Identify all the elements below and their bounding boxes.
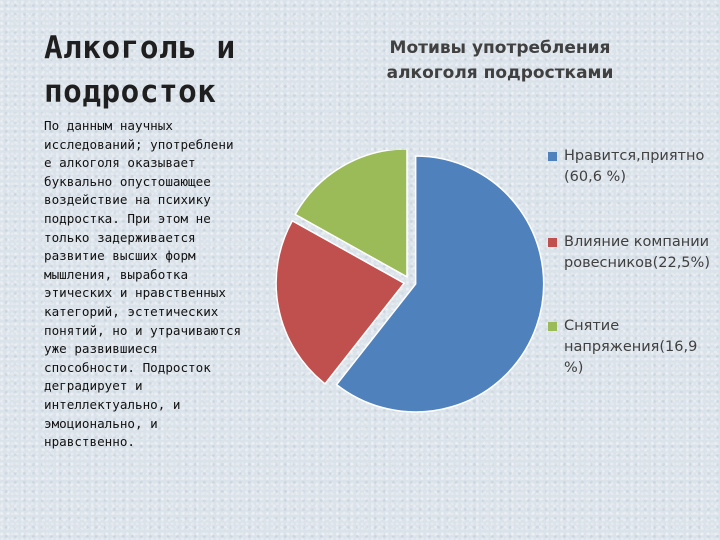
body-line: понятий, но и утрачиваются: [44, 322, 242, 338]
body-line: только задерживается: [44, 229, 196, 245]
body-line: категорий, эстетических: [44, 303, 219, 319]
pie-slice-likes: [335, 155, 545, 413]
legend-label: Влияние компании ровесников(22,5%): [564, 234, 710, 271]
legend-swatch: [548, 322, 557, 331]
legend-swatch: [548, 238, 557, 247]
body-line: этических и нравственных: [44, 285, 226, 301]
body-line: нравственно.: [44, 434, 135, 450]
body-line: воздействие на психику: [44, 192, 211, 208]
pie-chart: [275, 150, 545, 413]
slide-title-line: подросток: [44, 74, 217, 110]
body-line: буквально опустошающее: [44, 173, 211, 189]
chart-title-line: алкоголя подростками: [386, 63, 614, 83]
body-line: развитие высших форм: [44, 248, 196, 264]
slide-title-line: Алкоголь и: [44, 30, 236, 66]
legend-label: Нравится,приятно (60,6 %): [564, 148, 705, 185]
pie-slice-stress-relief: [294, 150, 408, 279]
body-line: деградирует и: [44, 378, 143, 394]
body-line: эмоционально, и: [44, 415, 158, 431]
body-line: уже развившиеся: [44, 341, 158, 357]
body-line: По данным научных: [44, 118, 173, 133]
body-line: е алкоголя оказывает: [44, 155, 196, 171]
body-line: интеллектуально, и: [44, 396, 181, 412]
body-line: мышления, выработка: [44, 266, 189, 282]
body-line: исследований; употреблени: [44, 136, 234, 152]
body-line: подростка. При этом не: [44, 210, 211, 226]
legend-swatch: [548, 152, 557, 161]
body-line: способности. Подросток: [44, 359, 211, 375]
legend-label: Снятие напряжения(16,9 %): [564, 318, 698, 376]
pie-slice-peers: [275, 219, 406, 385]
chart-title: Мотивы употребления алкоголя подростками: [345, 36, 655, 86]
body-text: По данным научных исследований; употребл…: [44, 117, 270, 452]
slide-title: Алкоголь и подросток: [44, 26, 314, 114]
chart-title-line: Мотивы употребления: [389, 38, 611, 58]
